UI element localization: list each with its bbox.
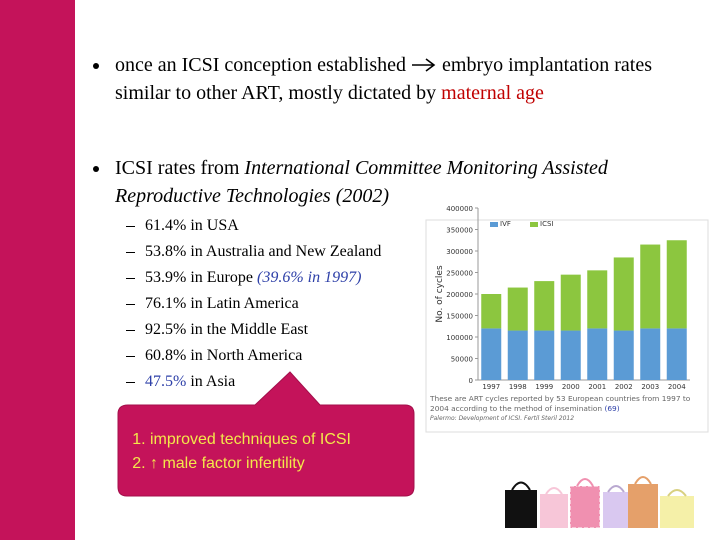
sub-text: 60.8% [145, 347, 187, 364]
sub-item: 92.5% in the Middle East [126, 320, 309, 340]
caption-ref: (69) [604, 404, 620, 413]
sub-text: in Europe [190, 269, 253, 286]
bar [534, 281, 555, 331]
bullet-text: ICSI rates from [115, 157, 240, 179]
bar [613, 330, 634, 380]
sub-text: 53.9% [145, 269, 187, 286]
legend-swatch [490, 222, 498, 227]
y-tick-label: 400000 [446, 205, 473, 213]
bar [481, 328, 502, 380]
sub-text: in Australia and New Zealand [190, 243, 382, 260]
bar [534, 330, 555, 380]
y-tick-label: 50000 [451, 356, 473, 364]
sub-item: 61.4% in USA [126, 216, 239, 236]
bar [560, 330, 581, 380]
bar [640, 328, 661, 380]
y-tick-label: 150000 [446, 313, 473, 321]
caption-box: These are ART cycles reported by 53 Euro… [430, 394, 706, 424]
y-tick-label: 100000 [446, 334, 473, 342]
dash [126, 252, 135, 254]
bar [666, 328, 687, 380]
legend-swatch [530, 222, 538, 227]
sub-item: 53.8% in Australia and New Zealand [126, 242, 382, 262]
bar [666, 240, 687, 329]
caption: These are ART cycles reported by 53 Euro… [430, 394, 706, 424]
x-tick-label: 1997 [482, 383, 500, 391]
highlight-text: maternal age [441, 82, 544, 104]
sub-text: 47.5% [145, 373, 187, 390]
bar [507, 330, 528, 380]
sub-text: 53.8% [145, 243, 187, 260]
callout-item: improved techniques of ICSI [150, 428, 351, 452]
sub-text: in USA [190, 217, 239, 234]
sub-text: in the Middle East [190, 321, 309, 338]
bullet-text: embryo implantation rates similar to oth… [115, 54, 652, 104]
callout-box [117, 371, 415, 497]
sub-text: 92.5% [145, 321, 187, 338]
sub-item: 53.9% in Europe (39.6% in 1997) [126, 268, 362, 288]
dash [126, 278, 135, 280]
callout-item: ↑ male factor infertility [150, 452, 351, 476]
sub-text: (39.6% in 1997) [256, 269, 362, 286]
sub-item: 60.8% in North America [126, 346, 303, 366]
bullet: once an ICSI conception established embr… [93, 51, 675, 107]
dash [126, 330, 135, 332]
bar [481, 294, 502, 329]
y-tick-label: 200000 [446, 291, 473, 299]
x-tick-label: 1999 [535, 383, 553, 391]
dash [126, 304, 135, 306]
x-tick-label: 2002 [615, 383, 633, 391]
arrow-icon [412, 58, 436, 72]
dash [126, 356, 135, 358]
bar [560, 274, 581, 331]
y-tick-label: 300000 [446, 248, 473, 256]
bags [505, 476, 694, 529]
legend-label: ICSI [540, 220, 553, 228]
y-tick-label: 250000 [446, 270, 473, 278]
bar [613, 257, 634, 331]
caption-text: These are ART cycles reported by 53 Euro… [430, 394, 691, 413]
x-tick-label: 2000 [562, 383, 580, 391]
y-axis-title: No. of cycles [435, 265, 445, 323]
bar [587, 328, 608, 380]
dash [126, 382, 135, 384]
sub-text: in Latin America [190, 295, 299, 312]
bar [587, 270, 608, 329]
sub-text: 61.4% [145, 217, 187, 234]
bullet-text: International Committee Monitoring Assis… [115, 157, 608, 207]
sub-item: 47.5% in Asia [126, 372, 236, 392]
legend-label: IVF [500, 220, 511, 228]
x-tick-label: 2001 [588, 383, 606, 391]
sub-text: in Asia [190, 373, 236, 390]
source: Palermo: Development of ICSI. Fertil Ste… [430, 415, 575, 422]
x-tick-label: 2003 [641, 383, 659, 391]
callout-list: improved techniques of ICSI ↑ male facto… [130, 428, 351, 476]
x-tick-label: 2004 [668, 383, 686, 391]
x-tick-label: 1998 [509, 383, 527, 391]
y-tick-label: 0 [469, 377, 473, 385]
bullet: ICSI rates from International Committee … [93, 154, 675, 210]
bullet-text: once an ICSI conception established [115, 54, 407, 76]
sub-item: 76.1% in Latin America [126, 294, 299, 314]
sub-text: 76.1% [145, 295, 187, 312]
bar [640, 244, 661, 329]
sub-text: in North America [190, 347, 303, 364]
bar [507, 287, 528, 331]
y-tick-label: 350000 [446, 227, 473, 235]
side-bar [0, 0, 75, 540]
dash [126, 226, 135, 228]
